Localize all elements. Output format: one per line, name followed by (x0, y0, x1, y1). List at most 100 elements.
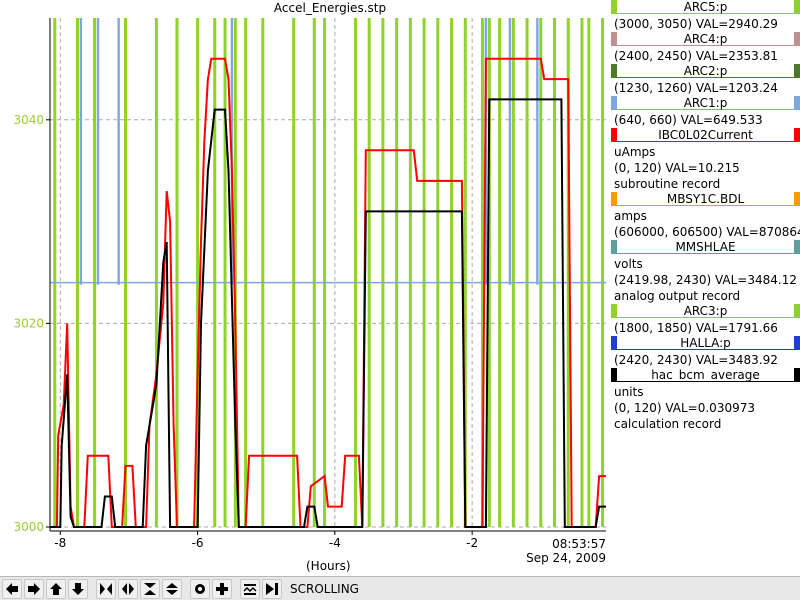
arrow-right-icon[interactable] (24, 578, 44, 599)
legend-pv-info: volts (614, 257, 643, 271)
legend-pv-info: amps (614, 209, 647, 223)
band-arc5-p (511, 18, 515, 527)
x-tick-label: -6 (192, 536, 204, 550)
strip-chart[interactable]: 3000 3020 3040 -8 -6 -4 -2 (0, 0, 611, 576)
band-arc5-p (408, 18, 412, 527)
scroll-status-text: SCROLLING (290, 581, 359, 596)
arrow-left-icon[interactable] (2, 578, 22, 599)
band-arc5-p (261, 18, 265, 527)
band-arc5-p (422, 18, 426, 527)
legend-entry[interactable]: ARC4:p (2400, 2450) VAL=2353.81 (611, 32, 800, 64)
band-arc5-p (487, 18, 491, 527)
jump-to-end-icon[interactable] (262, 578, 282, 599)
band-arc5-p (539, 18, 543, 527)
arrow-up-icon[interactable] (46, 578, 66, 599)
legend-pv-name[interactable]: ARC2:p (611, 64, 800, 78)
x-tick-label: -4 (329, 536, 341, 550)
legend-entry[interactable]: MBSY1C.BDL amps (606000, 606500) VAL=87086… (611, 192, 800, 240)
legend-pv-info: calculation record (614, 417, 722, 431)
compress-horizontal-icon[interactable] (96, 578, 116, 599)
band-arc5-p (587, 18, 591, 527)
band-arc5-p (93, 18, 97, 527)
legend-panel: ARC5:p (3000, 3050) VAL=2940.29 ARC4:p (240… (611, 0, 800, 432)
legend-entry[interactable]: IBC0L02Current uAmps (0, 120) VAL=10.215 su… (611, 128, 800, 192)
band-arc5-p (323, 18, 327, 527)
band-arc5-p (463, 18, 467, 527)
legend-entry[interactable]: ARC5:p (3000, 3050) VAL=2940.29 (611, 0, 800, 32)
band-arc5-p (525, 18, 529, 527)
expand-vertical-icon[interactable] (162, 578, 182, 599)
band-arc5-p (436, 18, 440, 527)
legend-pv-info: (0, 120) VAL=10.215 (614, 161, 740, 175)
legend-pv-name[interactable]: ARC5:p (611, 0, 800, 14)
spike-arc1-p (96, 18, 100, 285)
band-arc5-p (580, 18, 584, 527)
chart-title: Accel_Energies.stp (273, 1, 387, 15)
legend-entry[interactable]: ARC1:p (640, 660) VAL=649.533 (611, 96, 800, 128)
legend-pv-name[interactable]: ARC3:p (611, 304, 800, 318)
legend-entry[interactable]: MMSHLAE volts (2419.98, 2430) VAL=3484.12 a… (611, 240, 800, 304)
legend-pv-info: subroutine record (614, 177, 721, 191)
legend-pv-info: (0, 120) VAL=0.030973 (614, 401, 755, 415)
y-tick-label: 3000 (13, 520, 44, 534)
current-date: Sep 24, 2009 (526, 551, 606, 565)
legend-pv-name[interactable]: MMSHLAE (611, 240, 800, 254)
band-arc5-p (292, 18, 296, 527)
expand-horizontal-icon[interactable] (118, 578, 138, 599)
x-tick-label: -8 (54, 536, 66, 550)
band-arc5-p (124, 18, 128, 527)
legend-pv-name[interactable]: IBC0L02Current (611, 128, 800, 142)
spike-arc1-p (117, 18, 120, 285)
spike-arc1-p (508, 18, 512, 285)
band-arc5-p (367, 18, 371, 527)
band-arc5-p (53, 18, 57, 527)
band-arc5-p (498, 18, 502, 527)
band-arc5-p (75, 18, 79, 527)
legend-pv-info: (640, 660) VAL=649.533 (614, 113, 763, 127)
toolbar: SCROLLING (0, 576, 800, 600)
compress-vertical-icon[interactable] (140, 578, 160, 599)
legend-pv-name[interactable]: HALLA:p (611, 336, 800, 350)
series-ibc0l02current (50, 57, 606, 528)
band-arc5-p (175, 18, 179, 527)
band-arc5-p (553, 18, 557, 527)
record-icon[interactable] (190, 578, 210, 599)
legend-entry[interactable]: ARC2:p (1230, 1260) VAL=1203.24 (611, 64, 800, 96)
legend-pv-info: (2400, 2450) VAL=2353.81 (614, 49, 778, 63)
band-arc5-p (213, 18, 217, 527)
series-hac-bcm-average (50, 98, 606, 528)
legend-pv-info: (3000, 3050) VAL=2940.29 (614, 17, 778, 31)
legend-pv-info: (606000, 606500) VAL=870864 (614, 225, 800, 239)
legend-entry[interactable]: HALLA:p (2420, 2430) VAL=3483.92 (611, 336, 800, 368)
arrow-down-icon[interactable] (68, 578, 88, 599)
band-arc5-p (196, 18, 200, 527)
y-tick-label: 3020 (13, 316, 44, 330)
legend-pv-info: (1800, 1850) VAL=1791.66 (614, 321, 778, 335)
legend-pv-name[interactable]: hac_bcm_average (611, 368, 800, 382)
legend-pv-info: uAmps (614, 145, 656, 159)
legend-pv-info: (2419.98, 2430) VAL=3484.12 (614, 273, 797, 287)
band-arc5-p (480, 18, 484, 527)
current-time-stamp: 08:53:57 Sep 24, 2009 (516, 537, 606, 565)
legend-pv-name[interactable]: MBSY1C.BDL (611, 192, 800, 206)
legend-pv-info: units (614, 385, 644, 399)
band-arc5-p (233, 18, 237, 527)
band-arc5-p (154, 18, 158, 527)
band-arc5-p (395, 18, 399, 527)
current-time: 08:53:57 (552, 537, 606, 551)
band-arc5-p (381, 18, 385, 527)
legend-pv-info: (2420, 2430) VAL=3483.92 (614, 353, 778, 367)
band-arc5-p (450, 18, 454, 527)
legend-pv-info: (1230, 1260) VAL=1203.24 (614, 81, 778, 95)
band-arc5-p (223, 18, 227, 527)
legend-entry[interactable]: ARC3:p (1800, 1850) VAL=1791.66 (611, 304, 800, 336)
y-tick-label: 3040 (13, 113, 44, 127)
zoom-fit-icon[interactable] (240, 578, 260, 599)
band-arc5-p (353, 18, 357, 527)
x-axis-label: (Hours) (306, 559, 351, 573)
legend-pv-name[interactable]: ARC4:p (611, 32, 800, 46)
add-icon[interactable] (212, 578, 232, 599)
band-arc5-p (566, 18, 570, 527)
legend-pv-name[interactable]: ARC1:p (611, 96, 800, 110)
